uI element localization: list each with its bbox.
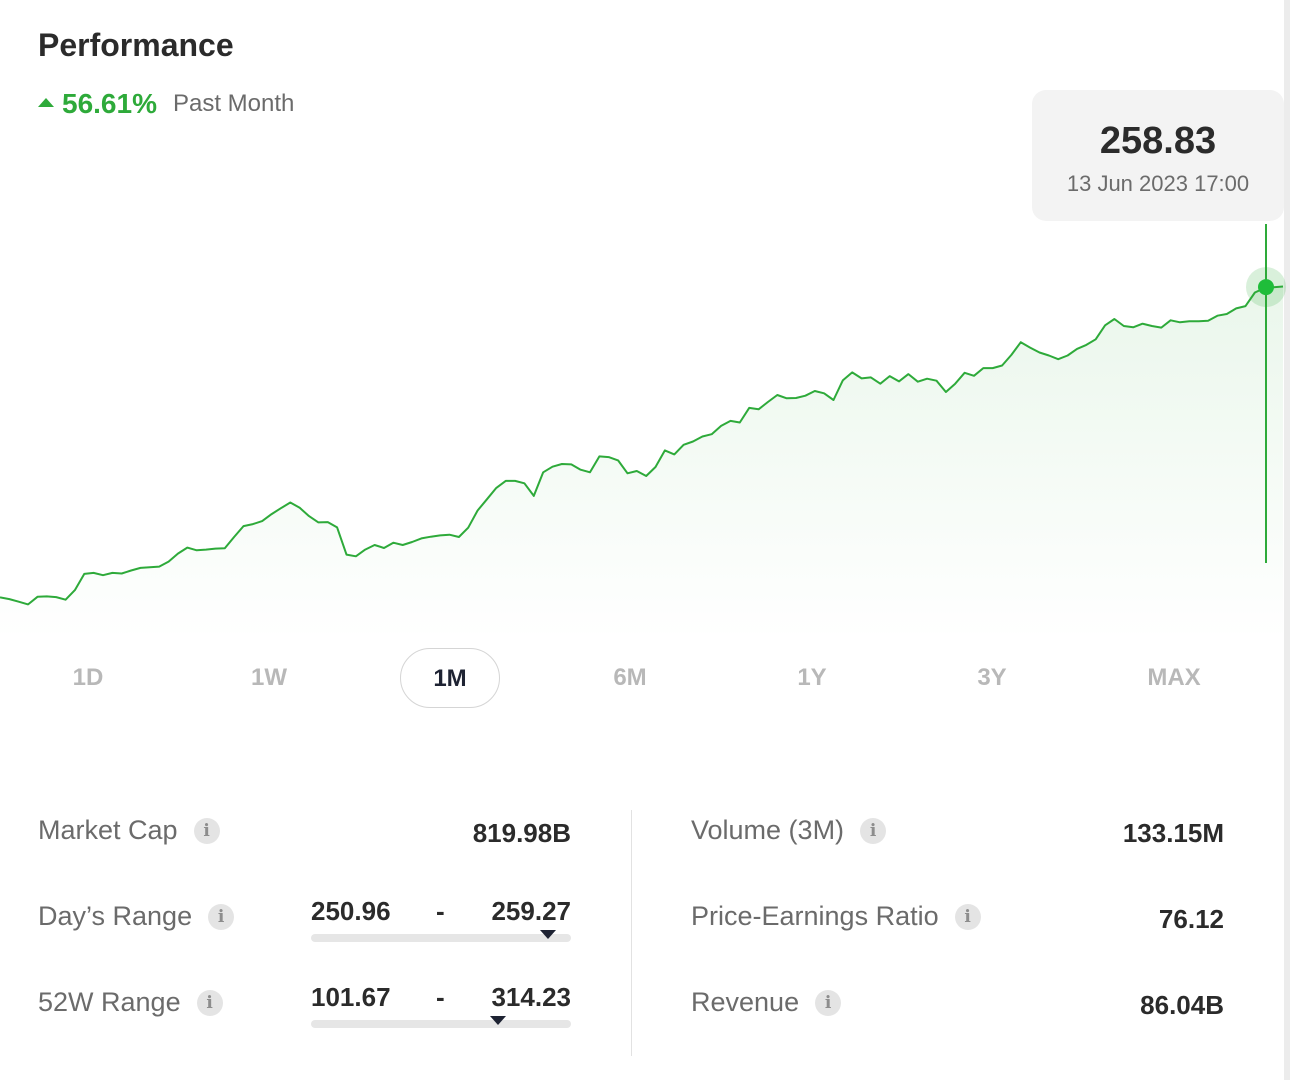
chart-area xyxy=(0,286,1283,640)
week52-range-dash: - xyxy=(436,982,445,1012)
info-icon[interactable]: i xyxy=(208,903,235,930)
week52-range-bar xyxy=(311,1016,571,1028)
chart-line xyxy=(0,285,1284,606)
market-cap-label-text: Market Cap xyxy=(38,815,178,845)
market-cap-label: Market Cap i xyxy=(38,815,220,846)
volume-label-text: Volume (3M) xyxy=(691,815,845,845)
days-range-label-text: Day’s Range xyxy=(38,901,193,931)
week52-range-high: 314.23 xyxy=(491,982,571,1012)
timeframe-1m[interactable]: 1M xyxy=(400,648,500,708)
info-icon[interactable]: i xyxy=(954,903,981,930)
tooltip-date: 13 Jun 2023 17:00 xyxy=(1066,171,1250,196)
info-icon[interactable]: i xyxy=(815,989,842,1016)
days-range-dash: - xyxy=(436,896,445,926)
days-range-marker-icon xyxy=(539,930,556,939)
pe-ratio-label: Price-Earnings Ratio i xyxy=(691,901,981,932)
change-percent: 56.61% xyxy=(62,88,157,119)
timeframe-max[interactable]: MAX xyxy=(1147,664,1201,691)
revenue-label: Revenue i xyxy=(691,987,842,1018)
timeframe-6m[interactable]: 6M xyxy=(613,664,647,691)
info-icon[interactable]: i xyxy=(193,817,220,844)
scrollbar[interactable] xyxy=(1284,0,1290,1080)
week52-range-low: 101.67 xyxy=(311,982,391,1012)
hover-point[interactable] xyxy=(1258,279,1274,296)
info-icon[interactable]: i xyxy=(196,989,223,1016)
days-range-low: 250.96 xyxy=(311,896,391,926)
page-title: Performance xyxy=(38,27,234,63)
volume-label: Volume (3M) i xyxy=(691,815,887,846)
days-range-label: Day’s Range i xyxy=(38,901,235,932)
stats-divider xyxy=(631,810,632,1056)
change-period: Past Month xyxy=(172,90,295,117)
info-icon[interactable]: i xyxy=(860,817,887,844)
price-chart[interactable] xyxy=(0,0,1290,640)
timeframe-1y[interactable]: 1Y xyxy=(797,664,827,691)
timeframe-selector: 1D 1W 1M 6M 1Y 3Y MAX xyxy=(0,648,1265,710)
timeframe-1w[interactable]: 1W xyxy=(251,664,287,691)
tooltip-value: 258.83 xyxy=(1099,120,1217,162)
week52-range-label: 52W Range i xyxy=(38,987,223,1018)
timeframe-3y[interactable]: 3Y xyxy=(977,664,1007,691)
days-range-bar xyxy=(311,930,571,942)
days-range-high: 259.27 xyxy=(491,896,571,926)
week52-range-marker-icon xyxy=(490,1016,507,1025)
volume-value: 133.15M xyxy=(1122,818,1224,848)
price-tooltip: 258.83 13 Jun 2023 17:00 xyxy=(1032,90,1284,221)
week52-range-label-text: 52W Range xyxy=(38,987,181,1017)
market-cap-value: 819.98B xyxy=(472,818,571,848)
revenue-value: 86.04B xyxy=(1140,990,1224,1020)
pe-ratio-value: 76.12 xyxy=(1158,904,1224,934)
performance-change: 56.61% Past Month xyxy=(38,88,294,120)
revenue-label-text: Revenue xyxy=(691,987,800,1017)
pe-ratio-label-text: Price-Earnings Ratio xyxy=(691,901,939,931)
triangle-up-icon xyxy=(38,97,54,107)
timeframe-1d[interactable]: 1D xyxy=(72,664,104,691)
